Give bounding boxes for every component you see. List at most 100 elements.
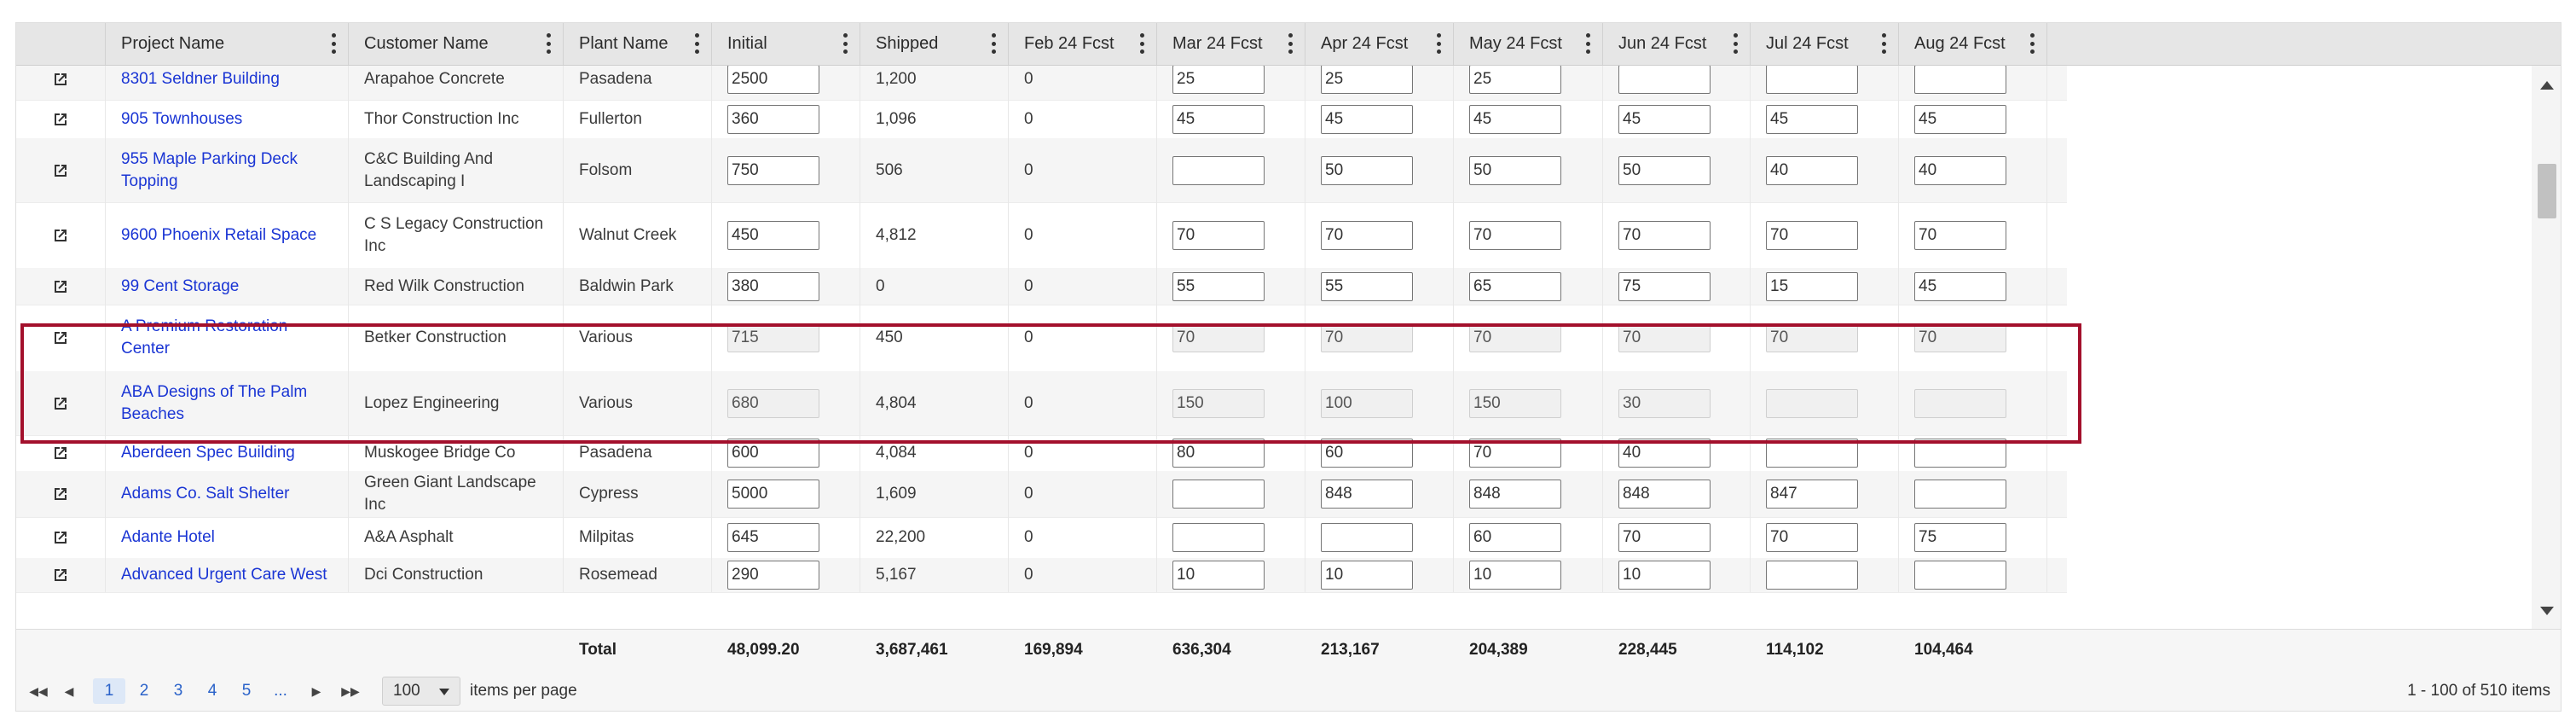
initial-input[interactable] — [727, 561, 819, 590]
may-fcst-input[interactable] — [1469, 271, 1561, 301]
initial-cell[interactable] — [712, 435, 860, 471]
grid-body[interactable]: 8301 Seldner Building Arapahoe Concrete Pa… — [16, 66, 2532, 629]
page-button[interactable]: 1 — [93, 678, 125, 704]
apr-fcst-cell[interactable] — [1305, 517, 1454, 558]
page-button[interactable]: 5 — [241, 682, 252, 700]
jun-fcst-input[interactable] — [1618, 439, 1711, 468]
page-button[interactable]: 2 — [139, 682, 149, 700]
may-fcst-cell[interactable] — [1454, 371, 1603, 435]
aug-fcst-cell[interactable] — [1899, 268, 2047, 305]
aug-fcst-cell[interactable] — [1899, 66, 2047, 100]
apr-fcst-cell[interactable] — [1305, 435, 1454, 471]
aug-fcst-cell[interactable] — [1899, 305, 2047, 371]
project-link[interactable]: A Premium Restoration Center — [121, 317, 288, 358]
may-fcst-cell[interactable] — [1454, 558, 1603, 592]
apr-fcst-input[interactable] — [1321, 66, 1413, 94]
apr-fcst-cell[interactable] — [1305, 371, 1454, 435]
may-fcst-input[interactable] — [1469, 561, 1561, 590]
jun-fcst-cell[interactable] — [1603, 517, 1751, 558]
initial-input[interactable] — [727, 271, 819, 301]
aug-24-fcst-header[interactable]: Aug 24 Fcst — [1899, 23, 2047, 65]
apr-24-fcst-header[interactable]: Apr 24 Fcst — [1305, 23, 1454, 65]
table-row[interactable]: Aberdeen Spec Building Muskogee Bridge Co… — [16, 435, 2067, 472]
open-record-icon[interactable] — [16, 371, 106, 435]
jun-fcst-cell[interactable] — [1603, 305, 1751, 371]
project-name-cell[interactable]: 9600 Phoenix Retail Space — [106, 202, 349, 268]
jul-fcst-input[interactable] — [1766, 104, 1858, 134]
scroll-down-icon[interactable] — [2540, 607, 2554, 615]
aug-fcst-cell[interactable] — [1899, 471, 2047, 517]
project-name-cell[interactable]: 99 Cent Storage — [106, 268, 349, 305]
jun-fcst-cell[interactable] — [1603, 100, 1751, 138]
next-page-icon[interactable]: ▶ — [311, 683, 321, 698]
initial-cell[interactable] — [712, 268, 860, 305]
vertical-scrollbar[interactable] — [2532, 66, 2561, 629]
page-button[interactable]: 3 — [173, 682, 183, 700]
jul-fcst-input[interactable] — [1766, 155, 1858, 185]
mar-fcst-cell[interactable] — [1157, 138, 1305, 202]
initial-input[interactable] — [727, 155, 819, 185]
table-row[interactable]: ABA Designs of The Palm Beaches Lopez Eng… — [16, 371, 2067, 436]
jun-fcst-input[interactable] — [1618, 220, 1711, 250]
initial-cell[interactable] — [712, 138, 860, 202]
initial-header[interactable]: Initial — [712, 23, 860, 65]
aug-fcst-cell[interactable] — [1899, 517, 2047, 558]
jul-fcst-cell[interactable] — [1751, 268, 1899, 305]
mar-fcst-input[interactable] — [1172, 220, 1265, 250]
mar-fcst-cell[interactable] — [1157, 100, 1305, 138]
may-fcst-input[interactable] — [1469, 104, 1561, 134]
aug-fcst-input[interactable] — [1914, 271, 2006, 301]
jul-fcst-input[interactable] — [1766, 66, 1858, 94]
aug-fcst-cell[interactable] — [1899, 138, 2047, 202]
project-name-cell[interactable]: 955 Maple Parking Deck Topping — [106, 138, 349, 202]
jul-fcst-cell[interactable] — [1751, 371, 1899, 435]
may-fcst-input[interactable] — [1469, 220, 1561, 250]
project-name-cell[interactable]: ABA Designs of The Palm Beaches — [106, 371, 349, 435]
open-record-icon[interactable] — [16, 517, 106, 558]
column-menu-icon[interactable] — [694, 33, 699, 54]
initial-cell[interactable] — [712, 66, 860, 100]
project-name-cell[interactable]: Aberdeen Spec Building — [106, 435, 349, 471]
open-record-icon[interactable] — [16, 435, 106, 471]
jun-fcst-input[interactable] — [1618, 480, 1711, 509]
aug-fcst-input[interactable] — [1914, 66, 2006, 94]
jul-fcst-cell[interactable] — [1751, 471, 1899, 517]
initial-cell[interactable] — [712, 305, 860, 371]
aug-fcst-cell[interactable] — [1899, 435, 2047, 471]
mar-fcst-input[interactable] — [1172, 439, 1265, 468]
table-row[interactable]: 955 Maple Parking Deck Topping C&C Buildi… — [16, 138, 2067, 203]
table-row[interactable]: A Premium Restoration Center Betker Const… — [16, 305, 2067, 372]
scroll-thumb[interactable] — [2538, 164, 2556, 218]
project-link[interactable]: 955 Maple Parking Deck Topping — [121, 149, 298, 190]
mar-fcst-cell[interactable] — [1157, 202, 1305, 268]
table-row[interactable]: 99 Cent Storage Red Wilk Construction Bald… — [16, 268, 2067, 305]
aug-fcst-input[interactable] — [1914, 561, 2006, 590]
project-link[interactable]: Adams Co. Salt Shelter — [121, 485, 290, 503]
open-record-icon[interactable] — [16, 558, 106, 592]
jul-fcst-cell[interactable] — [1751, 100, 1899, 138]
project-name-cell[interactable]: 905 Townhouses — [106, 100, 349, 138]
apr-fcst-input[interactable] — [1321, 439, 1413, 468]
open-record-icon[interactable] — [16, 100, 106, 138]
open-record-icon[interactable] — [16, 202, 106, 268]
mar-fcst-cell[interactable] — [1157, 268, 1305, 305]
table-row[interactable]: Advanced Urgent Care West Dci Constructio… — [16, 558, 2067, 593]
plant-name-header[interactable]: Plant Name — [564, 23, 712, 65]
initial-cell[interactable] — [712, 100, 860, 138]
jun-fcst-input[interactable] — [1618, 523, 1711, 552]
table-row[interactable]: 905 Townhouses Thor Construction Inc Fulle… — [16, 100, 2067, 139]
jun-fcst-cell[interactable] — [1603, 435, 1751, 471]
may-fcst-cell[interactable] — [1454, 138, 1603, 202]
project-name-header[interactable]: Project Name — [106, 23, 349, 65]
apr-fcst-input[interactable] — [1321, 523, 1413, 552]
first-page-icon[interactable]: ◀◀ — [29, 683, 48, 698]
open-record-icon[interactable] — [16, 138, 106, 202]
mar-fcst-input[interactable] — [1172, 480, 1265, 509]
may-fcst-cell[interactable] — [1454, 100, 1603, 138]
jun-fcst-input[interactable] — [1618, 271, 1711, 301]
project-name-cell[interactable]: Adams Co. Salt Shelter — [106, 471, 349, 517]
initial-input[interactable] — [727, 480, 819, 509]
mar-fcst-cell[interactable] — [1157, 371, 1305, 435]
initial-input[interactable] — [727, 66, 819, 94]
jul-fcst-cell[interactable] — [1751, 138, 1899, 202]
